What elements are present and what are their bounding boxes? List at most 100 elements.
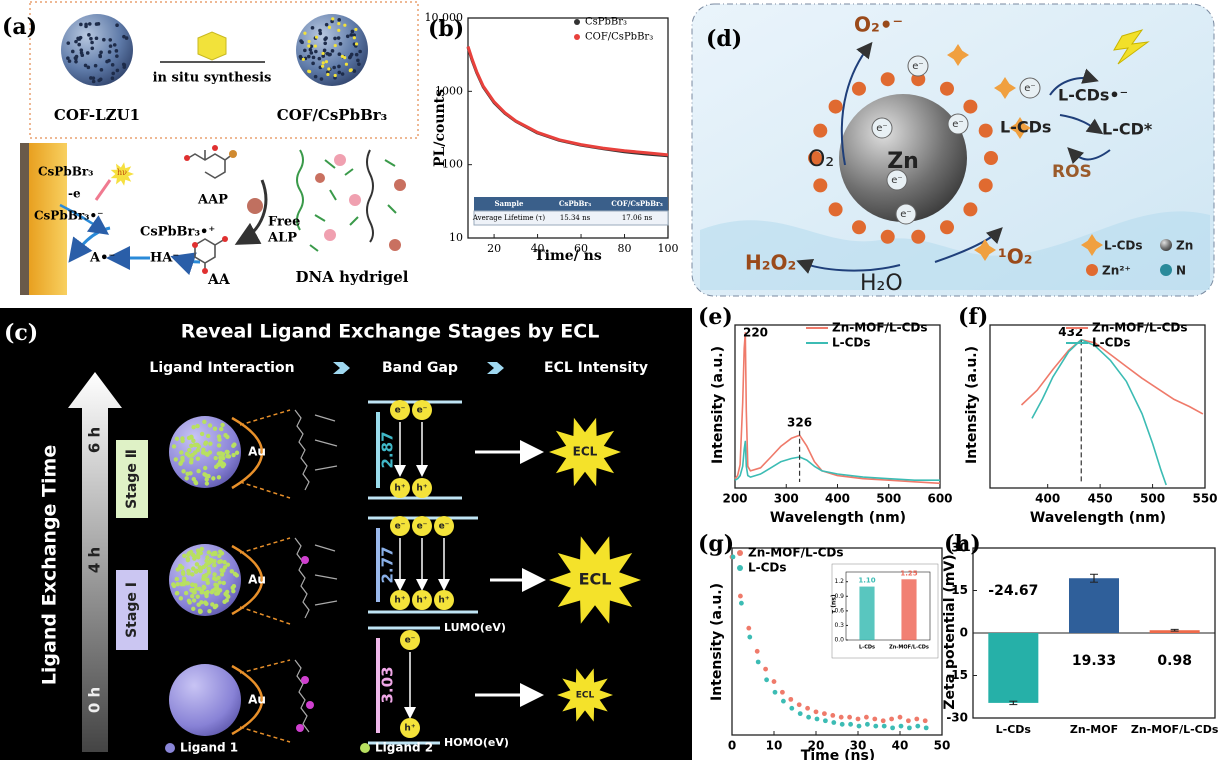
dot [191,439,195,443]
dot [303,49,307,53]
hole: h⁺ [438,596,449,606]
dot [311,62,315,66]
zn-node [963,202,977,216]
label: H₂O [860,271,903,296]
dot [205,555,209,559]
point [840,722,845,727]
circle [324,229,336,241]
point [873,724,878,729]
header: ECL Intensity [544,360,648,376]
y-axis-label: PL/counts [432,89,448,167]
dot [90,41,94,45]
label: Au [248,445,266,459]
dot [115,23,119,27]
point [906,718,911,723]
dot [217,475,221,479]
dot [200,547,204,551]
dot [201,447,205,451]
electron: e⁻ [439,522,450,532]
y-tick-label: 1.2 [834,578,844,585]
point [923,718,928,723]
point [914,717,919,722]
point [831,720,836,725]
dot [235,573,239,577]
band-gap: 2.77 [379,546,397,583]
dot [178,462,182,466]
dot [172,444,176,448]
dot [351,30,355,34]
dot [225,450,229,454]
legend-dot [165,743,175,753]
dot [207,550,211,554]
dot [226,563,230,567]
x-tick-label: Zn-MOF [1070,723,1118,736]
point [848,722,853,727]
table-header: Sample [494,199,524,208]
dot [192,598,196,602]
electron: e⁻ [395,522,406,532]
point [857,724,862,729]
dot [312,56,316,60]
dot [195,424,199,428]
ecl-label: ECL [579,570,612,589]
dot [307,44,310,47]
dot [327,67,330,70]
dot [196,469,200,473]
label: CsPbBr₃ [38,165,93,179]
dot [191,607,195,611]
dot [199,567,203,571]
label: Au [248,693,266,707]
table-cell: 15.34 ns [560,214,591,222]
point [839,715,844,720]
circle [192,242,198,248]
table-cell: Average Lifetime (τ) [472,214,546,222]
point [764,677,769,682]
dot [218,580,222,584]
dot [204,594,208,598]
point [847,715,852,720]
circle [334,154,346,166]
point [823,718,828,723]
dot [334,44,337,47]
point [865,722,870,727]
panel-label: (b) [428,16,464,42]
table-header: COF/CsPbBr₃ [611,199,663,208]
dot [212,563,216,567]
dot [187,453,191,457]
series-line [1032,340,1166,485]
dot [186,557,190,561]
circle [229,150,237,158]
dot [181,469,185,473]
value-label: 1.25 [900,569,917,577]
dot [186,569,190,573]
dot [349,33,353,37]
y-axis-label: Intensity (a.u.) [710,346,726,464]
x-tick-label: 80 [618,242,632,255]
dot [212,576,216,580]
point [781,699,786,704]
dna-beads [315,154,406,251]
dot [190,594,194,598]
panel-label: (c) [4,320,38,346]
dot [222,600,226,604]
x-tick-label: 550 [1192,492,1217,506]
point [890,725,895,730]
dot [100,68,104,72]
dot [211,476,215,480]
dot [326,73,329,76]
point [806,715,811,720]
legend-swatch [737,550,743,556]
zn-node [813,178,827,192]
series-line [468,47,668,156]
x-axis-label: Time/ ns [534,248,602,264]
x-tick-label: 400 [1035,492,1060,506]
dot [202,420,206,424]
dot [98,54,102,58]
dot [92,76,96,80]
dot [89,37,93,41]
legend-label: Zn [1176,239,1193,253]
dot [66,56,70,60]
dot [184,591,188,595]
chart: 0.00.30.60.91.2τ (ns)L-CDs1.10Zn-MOF/L-C… [831,564,939,658]
